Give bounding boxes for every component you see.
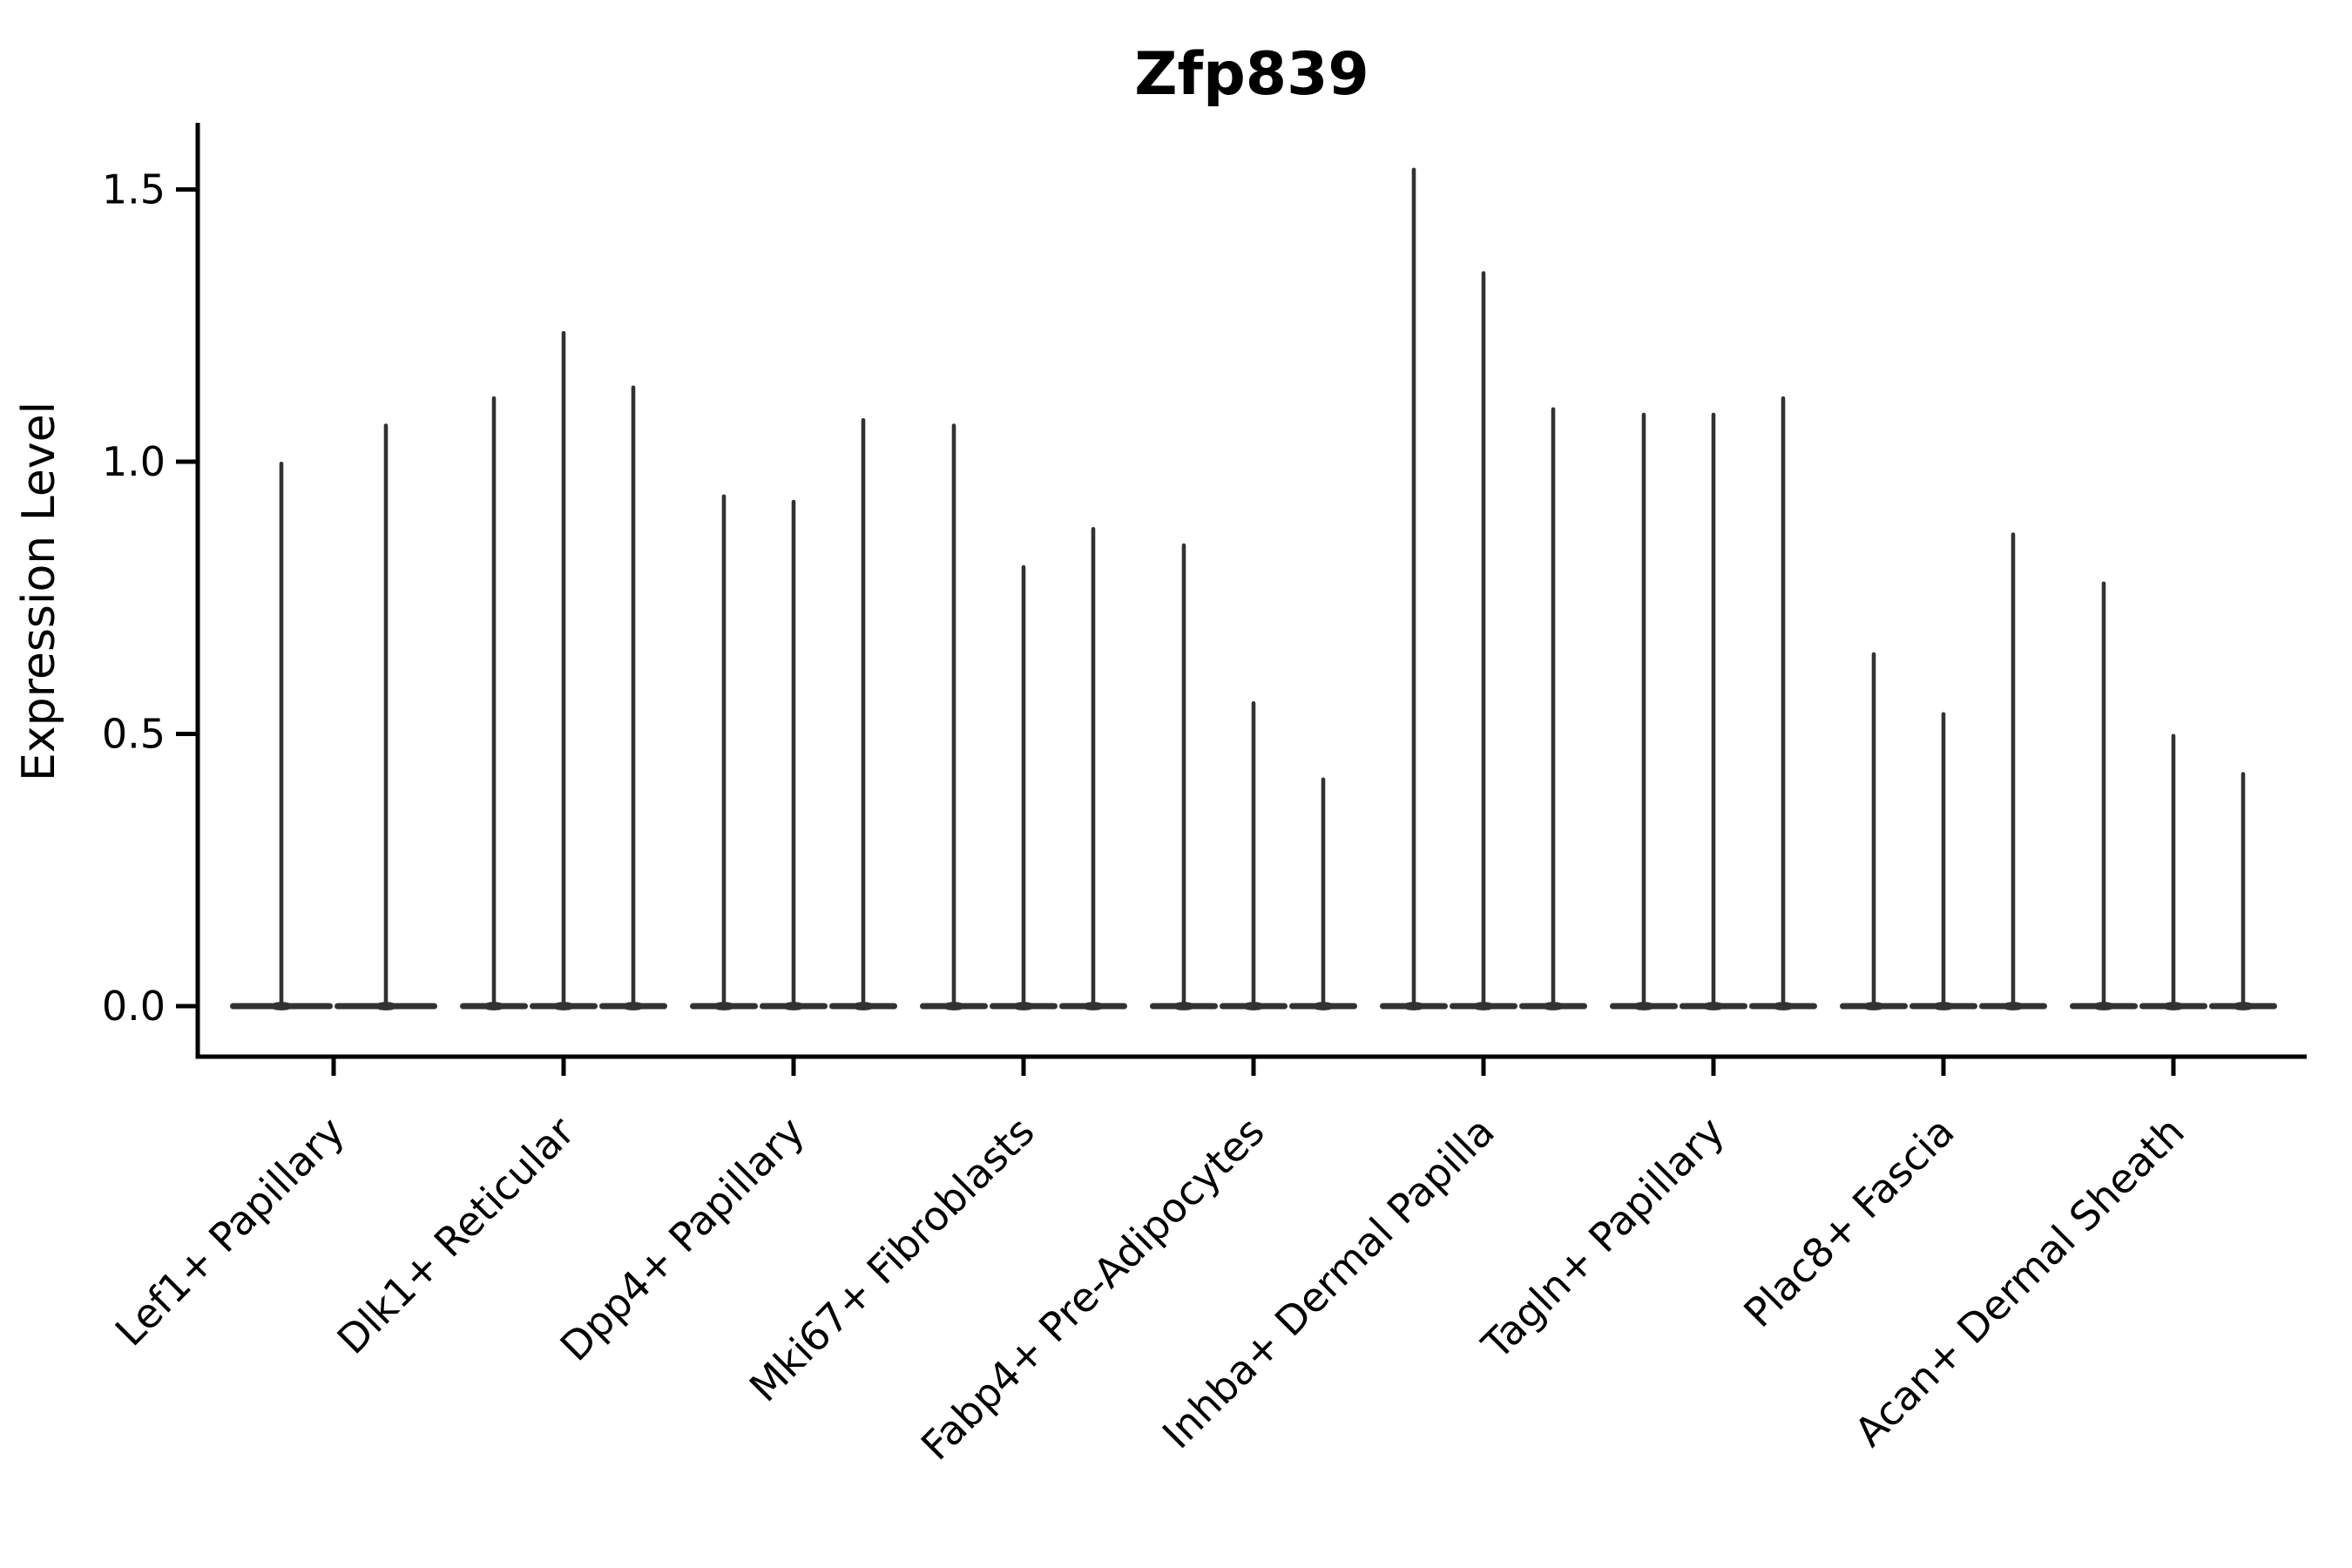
x-tick-label: Tagln+ Papillary	[1472, 1108, 1734, 1369]
y-tick-label: 0.0	[102, 983, 166, 1030]
violin-group	[1380, 167, 1587, 1010]
chart-title: Zfp839	[1134, 40, 1369, 109]
violin-spike	[791, 499, 796, 1008]
violin-spike	[1321, 777, 1326, 1008]
violin-spike	[1941, 712, 1946, 1008]
violin-spike	[1551, 407, 1556, 1008]
violin-group	[460, 331, 667, 1010]
violin-spike	[1711, 412, 1716, 1008]
x-tick-label: Dlk1+ Reticular	[328, 1108, 584, 1363]
violin-group	[1840, 532, 2047, 1010]
x-tick-label: Dpp4+ Papillary	[551, 1108, 814, 1370]
x-tick-label: Plac8+ Fascia	[1734, 1108, 1963, 1336]
y-axis-label: Expression Level	[13, 402, 65, 781]
y-tick-label: 0.5	[102, 711, 166, 758]
violin-spike	[2240, 772, 2246, 1008]
violin-spike	[279, 462, 284, 1008]
violin-group	[1150, 543, 1357, 1010]
violin-spike	[1411, 167, 1416, 1008]
violin-spike	[1181, 543, 1186, 1008]
violin-group	[920, 423, 1127, 1010]
y-axis-ticks: 0.0 0.5 1.0 1.5	[102, 166, 198, 1030]
violin-spike	[383, 423, 389, 1008]
violin-spike	[1481, 271, 1486, 1008]
y-tick-label: 1.5	[102, 166, 166, 213]
violin-spike	[491, 396, 497, 1008]
violin-group	[690, 418, 897, 1010]
violin-group	[1610, 396, 1817, 1010]
violin-spike	[2101, 581, 2106, 1008]
violin-spike	[951, 423, 956, 1008]
violin-group	[230, 423, 437, 1010]
violin-spike	[1021, 564, 1026, 1008]
y-tick-label: 1.0	[102, 438, 166, 485]
violin-spike	[1251, 701, 1256, 1008]
violin-group	[2070, 581, 2277, 1010]
violin-spike	[1781, 396, 1786, 1008]
violin-spike	[561, 331, 566, 1008]
axes	[195, 123, 2307, 1059]
violin-spike	[1091, 527, 1096, 1008]
violin-spike	[1871, 652, 1876, 1008]
violin-spike	[2011, 532, 2016, 1008]
violin-spike	[2171, 733, 2176, 1008]
violin-spike	[631, 385, 636, 1008]
violin-spike	[721, 494, 727, 1008]
violin-spike	[861, 418, 866, 1008]
violin-series	[230, 167, 2277, 1010]
x-tick-label: Lef1+ Papillary	[106, 1108, 354, 1355]
violin-spike	[1641, 412, 1646, 1008]
